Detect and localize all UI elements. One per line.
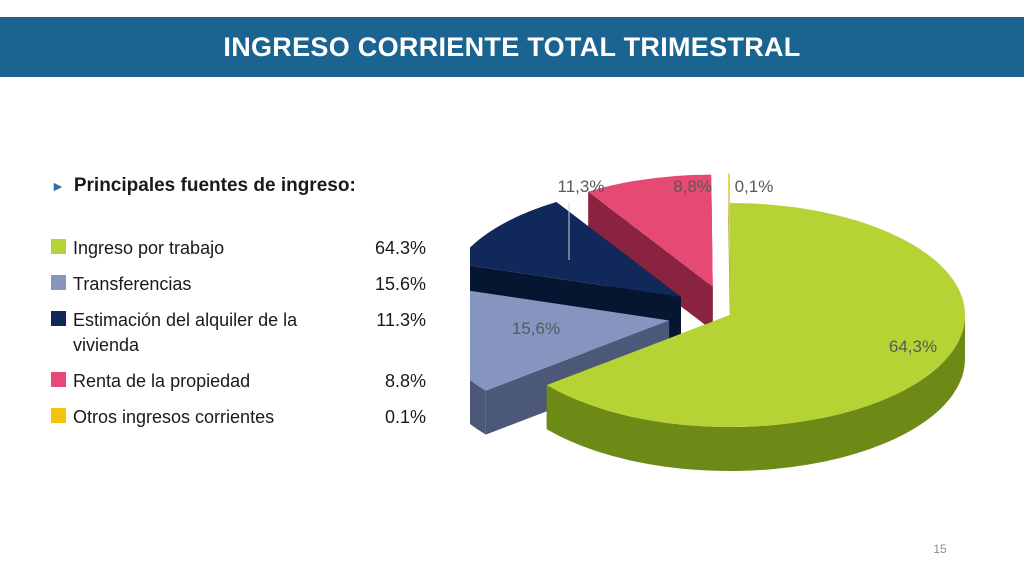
legend-label: Transferencias <box>73 274 192 294</box>
legend-item: Otros ingresos corrientes 0.1% <box>51 405 441 430</box>
pie-slice <box>546 203 965 471</box>
legend-label: Otros ingresos corrientes <box>73 407 275 427</box>
legend-value: 0.1% <box>384 407 426 427</box>
slice-side-wall <box>546 315 965 471</box>
slice-edge-wall <box>728 173 730 330</box>
data-label: 64,3% <box>889 337 937 356</box>
data-label: 15,6% <box>512 319 560 338</box>
subtitle-text: Principales fuentes de ingreso: <box>73 175 356 196</box>
legend-value: 64.3% <box>374 238 426 258</box>
slice-top <box>588 174 713 287</box>
legend-label: Ingreso por trabajo <box>73 238 225 258</box>
legend-item: Transferencias 15.6% <box>51 272 441 297</box>
slice-side-wall <box>470 379 486 435</box>
legend-item: Ingreso por trabajo 64.3% <box>51 236 441 261</box>
slice-top <box>470 290 670 391</box>
legend-item: Estimación del alquiler de la vivienda 1… <box>51 308 441 358</box>
legend-value: 15.6% <box>374 274 426 294</box>
pie-slice <box>588 174 713 331</box>
legend-value: 8.8% <box>384 371 426 391</box>
pie-slice <box>728 173 730 330</box>
slice-top <box>470 201 681 297</box>
slice-top <box>728 173 730 286</box>
legend-item: Renta de la propiedad 8.8% <box>51 369 441 394</box>
data-label: 11,3% <box>558 177 605 196</box>
legend-swatch <box>51 408 66 423</box>
legend-swatch <box>51 239 66 254</box>
slice-top <box>546 203 965 427</box>
data-label: 0,1% <box>735 177 774 196</box>
legend: Ingreso por trabajo 64.3% Transferencias… <box>51 236 441 441</box>
page-title: INGRESO CORRIENTE TOTAL TRIMESTRAL <box>223 31 801 62</box>
legend-label: Estimación del alquiler de la vivienda <box>73 310 298 355</box>
legend-value: 11.3% <box>376 310 426 330</box>
legend-swatch <box>51 275 66 290</box>
page-number: 15 <box>933 542 947 556</box>
data-label: 8,8% <box>673 177 712 196</box>
bullet-arrow-icon: ► <box>51 178 65 194</box>
pie-chart: 64,3% 15,6% 11,3% 8,8% 0,1% <box>470 173 965 471</box>
legend-swatch <box>51 311 66 326</box>
legend-swatch <box>51 372 66 387</box>
legend-label: Renta de la propiedad <box>73 371 251 391</box>
subtitle: ► Principales fuentes de ingreso: <box>51 175 356 197</box>
title-bar: INGRESO CORRIENTE TOTAL TRIMESTRAL <box>0 17 1024 77</box>
slice-edge-wall <box>588 191 713 331</box>
